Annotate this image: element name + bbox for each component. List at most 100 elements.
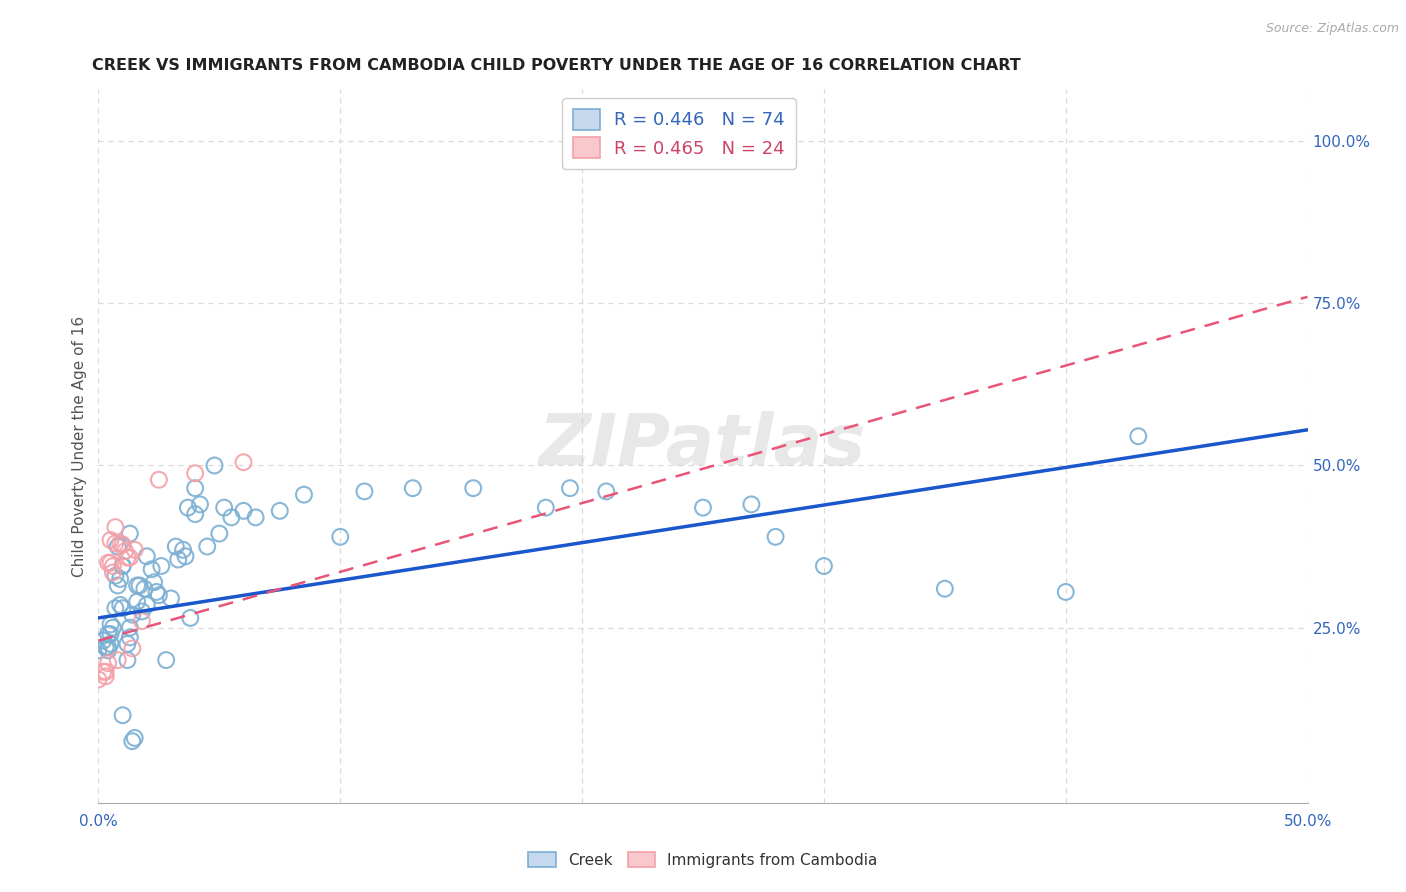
Point (97, 657, 120, 671)
Point (111, 559, 134, 574)
Point (463, 481, 485, 495)
Point (534, 500, 557, 515)
Point (94, 669, 117, 683)
Point (91, 665, 114, 679)
Point (124, 542, 146, 557)
Point (101, 621, 124, 635)
Point (97, 640, 120, 654)
Point (292, 488, 315, 502)
Point (118, 526, 141, 541)
Point (184, 481, 207, 495)
Point (165, 540, 187, 554)
Point (127, 595, 149, 609)
Point (204, 458, 226, 473)
Point (118, 631, 141, 645)
Point (94, 665, 117, 679)
Point (104, 568, 127, 582)
Point (101, 566, 124, 580)
Y-axis label: Child Poverty Under the Age of 16: Child Poverty Under the Age of 16 (72, 316, 87, 576)
Point (595, 484, 617, 499)
Point (107, 540, 129, 554)
Point (188, 497, 211, 511)
Point (121, 607, 143, 622)
Point (87, 673, 110, 687)
Point (143, 575, 166, 590)
Point (108, 536, 131, 550)
Point (121, 641, 143, 656)
Point (108, 572, 131, 586)
Point (150, 559, 173, 574)
Point (167, 552, 190, 566)
Point (107, 653, 129, 667)
Point (195, 540, 218, 554)
Point (232, 455, 254, 469)
Point (118, 550, 141, 565)
Text: Source: ZipAtlas.com: Source: ZipAtlas.com (1265, 22, 1399, 36)
Point (155, 653, 177, 667)
Text: ZIPatlas: ZIPatlas (540, 411, 866, 481)
Point (100, 617, 122, 632)
Point (134, 582, 156, 596)
Point (111, 708, 134, 723)
Point (117, 653, 139, 667)
Point (108, 598, 131, 612)
Point (145, 585, 167, 599)
Point (221, 510, 243, 524)
Point (104, 601, 127, 615)
Point (184, 467, 207, 481)
Point (100, 627, 122, 641)
Point (107, 578, 129, 592)
Point (121, 734, 143, 748)
Point (117, 637, 139, 651)
Point (104, 520, 127, 534)
Point (813, 559, 835, 574)
Point (212, 500, 235, 515)
Point (172, 542, 194, 557)
Point (1054, 585, 1077, 599)
Point (174, 549, 197, 564)
Point (101, 559, 124, 574)
Text: CREEK VS IMMIGRANTS FROM CAMBODIA CHILD POVERTY UNDER THE AGE OF 16 CORRELATION : CREEK VS IMMIGRANTS FROM CAMBODIA CHILD … (93, 58, 1021, 73)
Point (100, 556, 122, 570)
Point (402, 481, 425, 495)
Point (128, 578, 150, 592)
Point (104, 536, 127, 550)
Point (141, 562, 163, 576)
Point (148, 588, 170, 602)
Point (94, 640, 117, 654)
Point (692, 500, 714, 515)
Point (558, 481, 581, 495)
Point (124, 731, 146, 745)
Point (117, 550, 139, 565)
Point (160, 591, 183, 606)
Point (97, 643, 120, 657)
Point (111, 601, 134, 615)
Point (208, 526, 231, 541)
Point (111, 538, 134, 552)
Point (135, 598, 157, 612)
Point (87, 643, 110, 657)
Point (131, 604, 153, 618)
Point (97, 627, 120, 641)
Point (184, 507, 207, 521)
Point (353, 484, 375, 499)
Point (100, 533, 122, 547)
Legend: Creek, Immigrants from Cambodia: Creek, Immigrants from Cambodia (522, 846, 884, 873)
Point (127, 578, 149, 592)
Point (1128, 429, 1150, 443)
Point (177, 500, 200, 515)
Point (329, 530, 352, 544)
Point (97, 556, 120, 570)
Point (148, 473, 170, 487)
Point (179, 611, 201, 625)
Point (765, 530, 787, 544)
Point (232, 504, 254, 518)
Point (934, 582, 956, 596)
Point (100, 637, 122, 651)
Point (245, 510, 267, 524)
Point (114, 544, 136, 558)
Point (135, 549, 157, 564)
Point (111, 559, 134, 574)
Point (118, 621, 141, 635)
Point (131, 614, 153, 628)
